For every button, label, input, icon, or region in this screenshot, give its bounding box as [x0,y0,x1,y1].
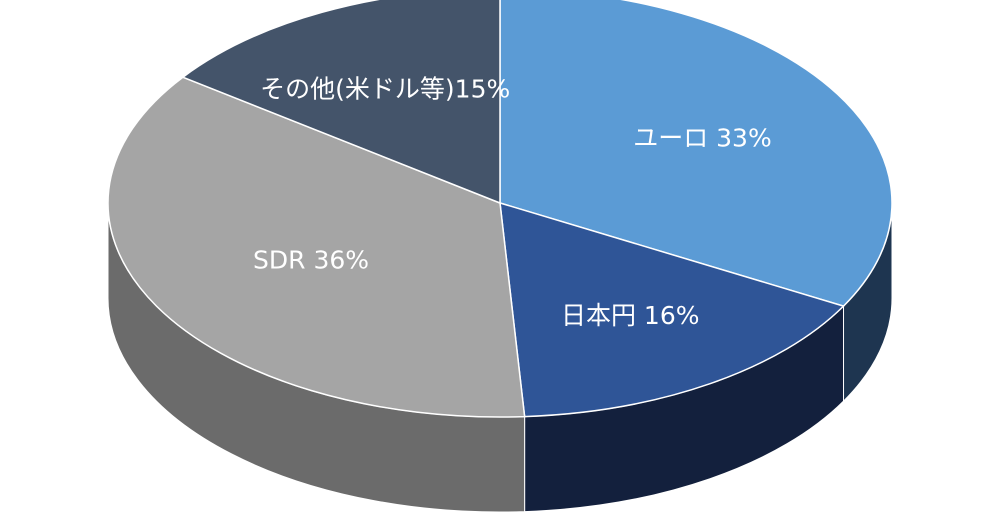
slice-label-4: その他(米ドル等)15% [260,75,510,104]
pie-labels: ユーロ 33% 日本円 16% SDR 36% その他(米ドル等)15% [253,75,772,330]
pie-slice-1 [499,0,893,307]
pie-slice-3 [107,76,526,418]
slice-label-2: 日本円 16% [561,301,700,330]
pie-tops [107,0,893,418]
slice-label-3: SDR 36% [253,246,369,275]
pie-slice-4 [181,0,501,205]
slice-label-1: ユーロ 33% [633,124,772,153]
pie-slice-2 [499,201,845,418]
